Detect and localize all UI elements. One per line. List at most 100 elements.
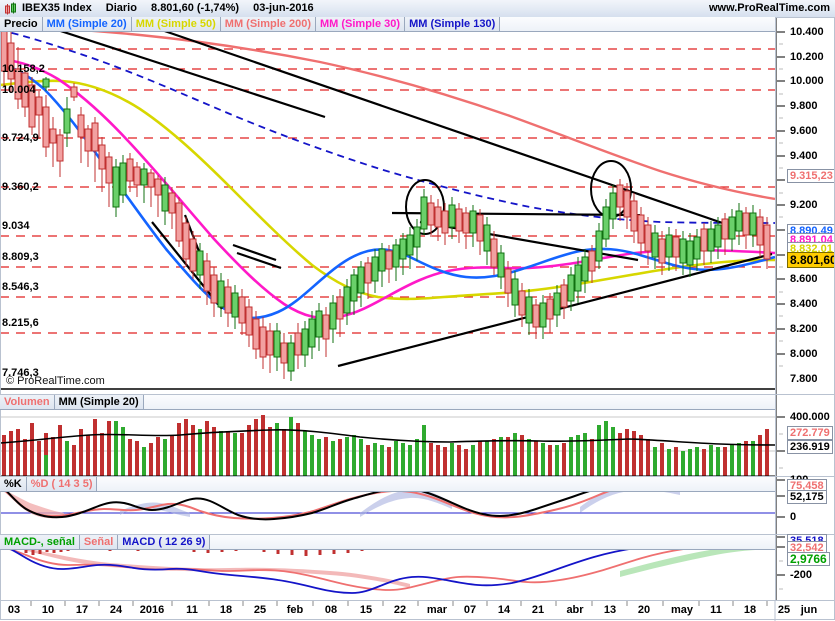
price-tick: 10.400 xyxy=(790,26,824,38)
legend-ma30[interactable]: MM (Simple 30) xyxy=(315,17,406,32)
legend-tail xyxy=(143,395,775,410)
date-tick-label: 18 xyxy=(743,604,757,616)
date-axis-ticks xyxy=(30,601,776,621)
macd-axis-ticks xyxy=(776,535,785,601)
title-bar: IBEX35 Index Diario 8.801,60 (-1,74%) 03… xyxy=(0,0,835,18)
legend-ma20[interactable]: MM (Simple 20) xyxy=(42,17,132,32)
legend-tail xyxy=(500,17,775,32)
legend-tail xyxy=(210,535,775,550)
date-tick-label: 25 xyxy=(253,604,267,616)
price-chart-svg xyxy=(0,17,775,394)
volume-axis[interactable]: 400.000 100.000 272.779 236.919 xyxy=(775,395,835,477)
legend-macd[interactable]: MACD ( 12 26 9) xyxy=(118,535,211,550)
legend-ma130[interactable]: MM (Simple 130) xyxy=(405,17,501,32)
legend-volume-ma20[interactable]: MM (Simple 20) xyxy=(54,395,144,410)
level-label: 9.724,9 xyxy=(2,132,39,144)
volume-ma-value: 236.919 xyxy=(787,440,833,454)
ma200-line xyxy=(0,23,775,201)
price-axis-ticks xyxy=(776,17,785,394)
date-tick-label: 24 xyxy=(109,604,123,616)
ma50-line xyxy=(0,79,775,301)
volume-panel: Volumen MM (Simple 20) 400.000 100.000 2… xyxy=(0,394,835,477)
timeframe-label: Diario xyxy=(105,2,137,14)
quote-label: 8.801,60 (-1,74%) xyxy=(151,2,240,14)
volume-value: 272.779 xyxy=(787,426,833,440)
volume-tick: 400.000 xyxy=(790,411,830,423)
date-tick-label: 20 xyxy=(637,604,651,616)
date-tick-label: 10 xyxy=(41,604,55,616)
date-tick-label: may xyxy=(670,604,694,616)
macd-hist-value: 2,9766 xyxy=(787,552,830,566)
brand-url: www.ProRealTime.com xyxy=(708,2,830,14)
date-tick-label: 11 xyxy=(186,604,198,616)
stochastic-axis[interactable]: 100 0 75,458 52,175 xyxy=(775,474,835,535)
stochastic-tick: 0 xyxy=(790,511,797,523)
stochastic-panel: %K %D ( 14 3 5) 100 0 75,458 52,175 xyxy=(0,474,835,535)
level-label: 9.360,2 xyxy=(2,181,39,193)
date-tick-label: 13 xyxy=(603,604,617,616)
date-label: 03-jun-2016 xyxy=(253,2,314,14)
ma130-line xyxy=(0,29,775,224)
level-label: 8.215,6 xyxy=(2,317,39,329)
volume-plot[interactable]: Volumen MM (Simple 20) xyxy=(0,395,775,477)
support-resistance-lines xyxy=(0,48,775,334)
price-tick: 8.400 xyxy=(790,298,818,310)
date-tick-label: 17 xyxy=(75,604,89,616)
legend-signal[interactable]: Señal xyxy=(79,535,119,550)
legend-percent-k[interactable]: %K xyxy=(0,477,27,492)
legend-precio[interactable]: Precio xyxy=(0,17,43,32)
price-legend: Precio MM (Simple 20) MM (Simple 50) MM … xyxy=(0,17,775,32)
legend-macd-histogram[interactable]: MACD-, señal xyxy=(0,535,80,550)
legend-percent-d[interactable]: %D ( 14 3 5) xyxy=(26,477,98,492)
price-tick: 9.400 xyxy=(790,150,818,162)
annotation-circle-left xyxy=(405,179,445,235)
legend-volumen[interactable]: Volumen xyxy=(0,395,55,410)
instrument-name: IBEX35 Index xyxy=(22,2,92,14)
legend-ma50[interactable]: MM (Simple 50) xyxy=(131,17,221,32)
price-tick: 10.200 xyxy=(790,51,824,63)
level-label: 10.004 xyxy=(2,84,36,96)
level-label: 10.158,2 xyxy=(2,63,45,75)
volume-legend: Volumen MM (Simple 20) xyxy=(0,395,775,410)
date-tick-label: 15 xyxy=(359,604,373,616)
watermark: © ProRealTime.com xyxy=(6,375,105,387)
macd-line xyxy=(0,544,775,594)
last-price-value: 8.801,60 xyxy=(787,252,835,268)
macd-panel: MACD-, señal Señal MACD ( 12 26 9) 200 0… xyxy=(0,534,835,601)
level-label: 8.809,3 xyxy=(2,251,39,263)
date-tick-label: 03 xyxy=(7,604,21,616)
legend-tail xyxy=(97,477,775,492)
date-tick-label: 08 xyxy=(324,604,338,616)
candlestick-icon xyxy=(5,2,16,15)
macd-plot[interactable]: MACD-, señal Señal MACD ( 12 26 9) xyxy=(0,535,775,601)
date-tick-label: 18 xyxy=(219,604,233,616)
price-tick: 9.200 xyxy=(790,199,818,211)
date-tick-label: 25 xyxy=(777,604,791,616)
volume-bars xyxy=(2,415,769,476)
price-tick: 9.800 xyxy=(790,100,818,112)
macd-axis[interactable]: 200 0 -200 35,518 32,542 2,9766 xyxy=(775,534,835,601)
stoch-fill-bearish xyxy=(0,487,64,519)
date-tick-label: 11 xyxy=(710,604,722,616)
percent-k-value: 52,175 xyxy=(787,490,827,504)
price-tick: 8.600 xyxy=(790,273,818,285)
date-tick-label: 07 xyxy=(463,604,477,616)
price-plot[interactable]: Precio MM (Simple 20) MM (Simple 50) MM … xyxy=(0,17,775,394)
date-tick-label: feb xyxy=(286,604,304,616)
level-label: 7.746,3 xyxy=(2,367,39,379)
date-tick-label: 21 xyxy=(531,604,545,616)
price-tick: 9.600 xyxy=(790,125,818,137)
level-label: 9.034 xyxy=(2,220,30,232)
date-tick-label: 2016 xyxy=(139,604,165,616)
price-tick: 8.000 xyxy=(790,348,818,360)
stochastic-plot[interactable]: %K %D ( 14 3 5) xyxy=(0,477,775,535)
title-bar-text: IBEX35 Index Diario 8.801,60 (-1,74%) 03… xyxy=(22,2,325,14)
price-panel: Precio MM (Simple 20) MM (Simple 50) MM … xyxy=(0,17,835,394)
legend-ma200[interactable]: MM (Simple 200) xyxy=(220,17,316,32)
price-axis[interactable]: 10.400 10.200 10.000 9.800 9.600 9.400 9… xyxy=(775,17,835,394)
date-tick-label: jun xyxy=(800,604,818,616)
stochastic-axis-ticks xyxy=(776,477,785,535)
date-tick-label: abr xyxy=(566,604,584,616)
date-axis[interactable]: 03 10 17 24 2016 11 18 25 feb 08 15 22 mar 07 14 21 abr 1… xyxy=(0,600,835,621)
price-tick: 8.200 xyxy=(790,323,818,335)
